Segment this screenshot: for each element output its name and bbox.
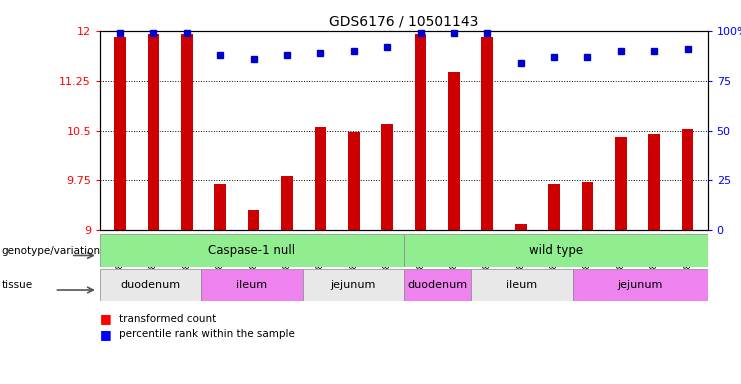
Bar — [415, 34, 426, 230]
Bar — [648, 134, 660, 230]
Text: duodenum: duodenum — [121, 280, 181, 290]
Bar — [404, 234, 708, 267]
Bar — [100, 269, 202, 301]
Bar — [181, 34, 193, 230]
Bar — [573, 269, 708, 301]
Bar — [214, 184, 226, 230]
Bar — [100, 234, 404, 267]
Text: transformed count: transformed count — [119, 314, 216, 324]
Text: tissue: tissue — [1, 280, 33, 290]
Bar — [582, 182, 594, 230]
Bar — [348, 132, 359, 230]
Text: jejunum: jejunum — [617, 280, 663, 290]
Bar — [281, 176, 293, 230]
Bar — [202, 269, 302, 301]
Bar — [615, 137, 627, 230]
Text: Caspase-1 null: Caspase-1 null — [208, 244, 296, 257]
Text: duodenum: duodenum — [408, 280, 468, 290]
Bar — [404, 269, 471, 301]
Bar — [114, 37, 126, 230]
Bar — [682, 129, 694, 230]
Text: ■: ■ — [100, 312, 112, 325]
Text: ileum: ileum — [236, 280, 268, 290]
Bar — [471, 269, 573, 301]
Bar — [302, 269, 404, 301]
Title: GDS6176 / 10501143: GDS6176 / 10501143 — [329, 14, 479, 28]
Text: wild type: wild type — [528, 244, 583, 257]
Bar — [147, 34, 159, 230]
Bar — [247, 210, 259, 230]
Text: ■: ■ — [100, 328, 112, 341]
Bar — [382, 124, 393, 230]
Bar — [515, 224, 527, 230]
Text: ileum: ileum — [506, 280, 537, 290]
Bar — [314, 127, 326, 230]
Bar — [448, 72, 459, 230]
Text: percentile rank within the sample: percentile rank within the sample — [119, 329, 294, 339]
Bar — [482, 37, 494, 230]
Text: jejunum: jejunum — [330, 280, 376, 290]
Text: genotype/variation: genotype/variation — [1, 245, 101, 256]
Bar — [548, 184, 560, 230]
